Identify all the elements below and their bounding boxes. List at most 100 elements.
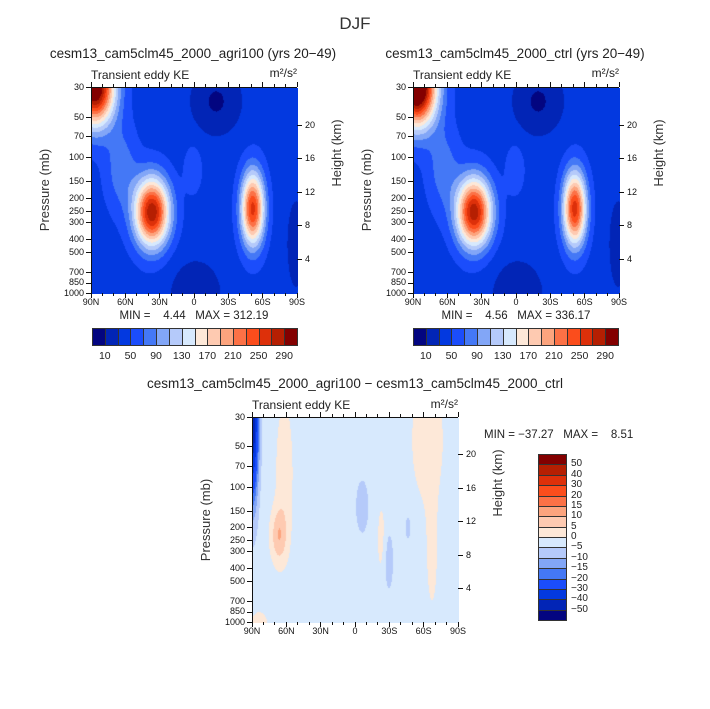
x-minor-tick — [182, 293, 184, 296]
panel-title-ctrl: cesm13_cam5clm45_2000_ctrl (yrs 20−49) — [385, 46, 645, 61]
colorbar-box — [538, 599, 567, 611]
x-minor-tick-top — [469, 84, 471, 87]
pressure-tick-label: 200 — [68, 192, 84, 203]
units-diff: m²/s² — [430, 397, 458, 411]
colorbar-label: 0 — [571, 531, 577, 542]
pressure-tick — [86, 238, 91, 240]
colorbar-label: 20 — [571, 489, 583, 501]
x-minor-tick — [423, 293, 425, 296]
colorbar-box — [592, 328, 607, 346]
contour-field — [253, 418, 459, 623]
height-tick-label: 4 — [305, 253, 311, 264]
minmax-agri100: MIN = 4.44 MAX = 312.19 — [119, 310, 269, 322]
pressure-tick-label: 100 — [68, 152, 84, 163]
left-string-ctrl: Transient eddy KE — [413, 68, 512, 82]
colorbar-box — [538, 547, 567, 559]
colorbar-label: 40 — [571, 468, 583, 480]
difference-title: cesm13_cam5clm45_2000_agri100 − cesm13_c… — [146, 376, 564, 391]
pressure-tick-label: 400 — [229, 562, 245, 573]
colorbar-label: −15 — [571, 562, 588, 574]
x-tick-label: 30N — [473, 297, 490, 307]
pressure-tick — [408, 238, 413, 240]
x-minor-tick — [101, 293, 103, 296]
pressure-tick — [247, 527, 252, 529]
pressure-tick — [86, 282, 91, 284]
x-tick-label: 0 — [513, 297, 519, 307]
height-tick-label: 4 — [627, 253, 633, 264]
pressure-tick-label: 70 — [395, 131, 406, 142]
height-tick — [458, 454, 463, 456]
x-tick-label: 30N — [151, 297, 168, 307]
x-tick-top — [90, 82, 92, 87]
pressure-tick-label: 1000 — [63, 288, 84, 298]
height-tick — [458, 554, 463, 556]
x-minor-tick-top — [411, 414, 413, 417]
pressure-tick-label: 1000 — [385, 288, 406, 298]
pressure-tick — [86, 86, 91, 88]
height-tick — [458, 521, 463, 523]
height-tick — [619, 124, 624, 126]
pressure-tick — [247, 510, 252, 512]
pressure-tick-label: 30 — [73, 81, 84, 92]
colorbar-box — [538, 537, 567, 549]
pressure-tick — [247, 551, 252, 553]
x-tick-label: 30N — [312, 626, 329, 636]
pressure-tick-label: 850 — [390, 276, 406, 287]
pressure-tick — [408, 116, 413, 118]
pressure-tick-label: 1000 — [224, 617, 245, 627]
x-tick-top — [457, 412, 459, 417]
x-minor-tick-top — [365, 414, 367, 417]
pressure-tick — [247, 580, 252, 582]
x-minor-tick — [308, 622, 310, 625]
pressure-tick — [86, 181, 91, 183]
x-tick-top — [584, 82, 586, 87]
x-minor-tick — [572, 293, 574, 296]
colorbar-box — [538, 495, 567, 507]
contour-field — [92, 88, 298, 294]
colorbar-label: −40 — [571, 593, 588, 605]
height-tick — [297, 124, 302, 126]
x-minor-tick — [136, 293, 138, 296]
x-tick-label: 60N — [278, 626, 295, 636]
x-tick — [446, 293, 448, 298]
pressure-tick-label: 500 — [390, 246, 406, 257]
x-minor-tick — [365, 622, 367, 625]
pressure-tick-label: 700 — [68, 266, 84, 277]
colorbar-box — [168, 328, 183, 346]
x-minor-tick-top — [136, 84, 138, 87]
x-tick-top — [446, 82, 448, 87]
height-tick — [297, 225, 302, 227]
x-tick-label: 30S — [542, 297, 559, 307]
x-minor-tick-top — [262, 414, 264, 417]
x-tick — [515, 293, 517, 298]
x-minor-tick — [469, 293, 471, 296]
contour-plot-1 — [413, 87, 620, 294]
units-ctrl: m²/s² — [591, 66, 619, 80]
x-tick-label: 90N — [82, 297, 100, 307]
x-minor-tick-top — [538, 84, 540, 87]
x-tick — [457, 622, 459, 627]
height-tick-label: 8 — [466, 549, 472, 560]
pressure-tick — [408, 271, 413, 273]
x-minor-tick-top — [446, 414, 448, 417]
minmax-diff: MIN = −37.27 MAX = 8.51 — [484, 429, 634, 441]
colorbar-label: 210 — [545, 350, 563, 362]
x-minor-tick-top — [250, 84, 252, 87]
colorbar-label: 250 — [249, 350, 268, 362]
pressure-tick — [408, 211, 413, 213]
colorbar-box — [553, 328, 568, 346]
colorbar-box — [284, 328, 298, 346]
colorbar-label: −10 — [571, 551, 588, 563]
pressure-tick — [86, 292, 91, 294]
colorbar-label: 130 — [493, 350, 512, 362]
x-minor-tick-top — [400, 414, 402, 417]
x-minor-tick — [170, 293, 172, 296]
height-tick-label: 16 — [305, 153, 316, 164]
x-minor-tick — [377, 622, 379, 625]
pressure-tick-label: 50 — [395, 111, 406, 122]
colorbar-box — [528, 328, 543, 346]
pressure-tick — [86, 116, 91, 118]
minmax-ctrl: MIN = 4.56 MAX = 336.17 — [441, 310, 591, 322]
pressure-tick-label: 150 — [229, 505, 245, 516]
colorbar-box — [538, 505, 567, 518]
